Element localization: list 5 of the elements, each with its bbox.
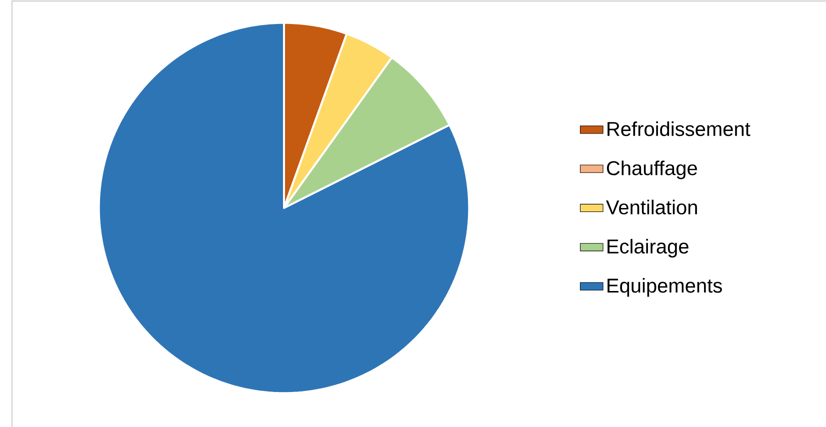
legend-label: Refroidissement [608, 121, 750, 136]
legend-label: Chauffage [606, 160, 697, 180]
legend-label: Equipements [608, 278, 722, 297]
legend-label: Ventilation [606, 200, 697, 214]
legend-label: Eclairage [608, 238, 688, 258]
